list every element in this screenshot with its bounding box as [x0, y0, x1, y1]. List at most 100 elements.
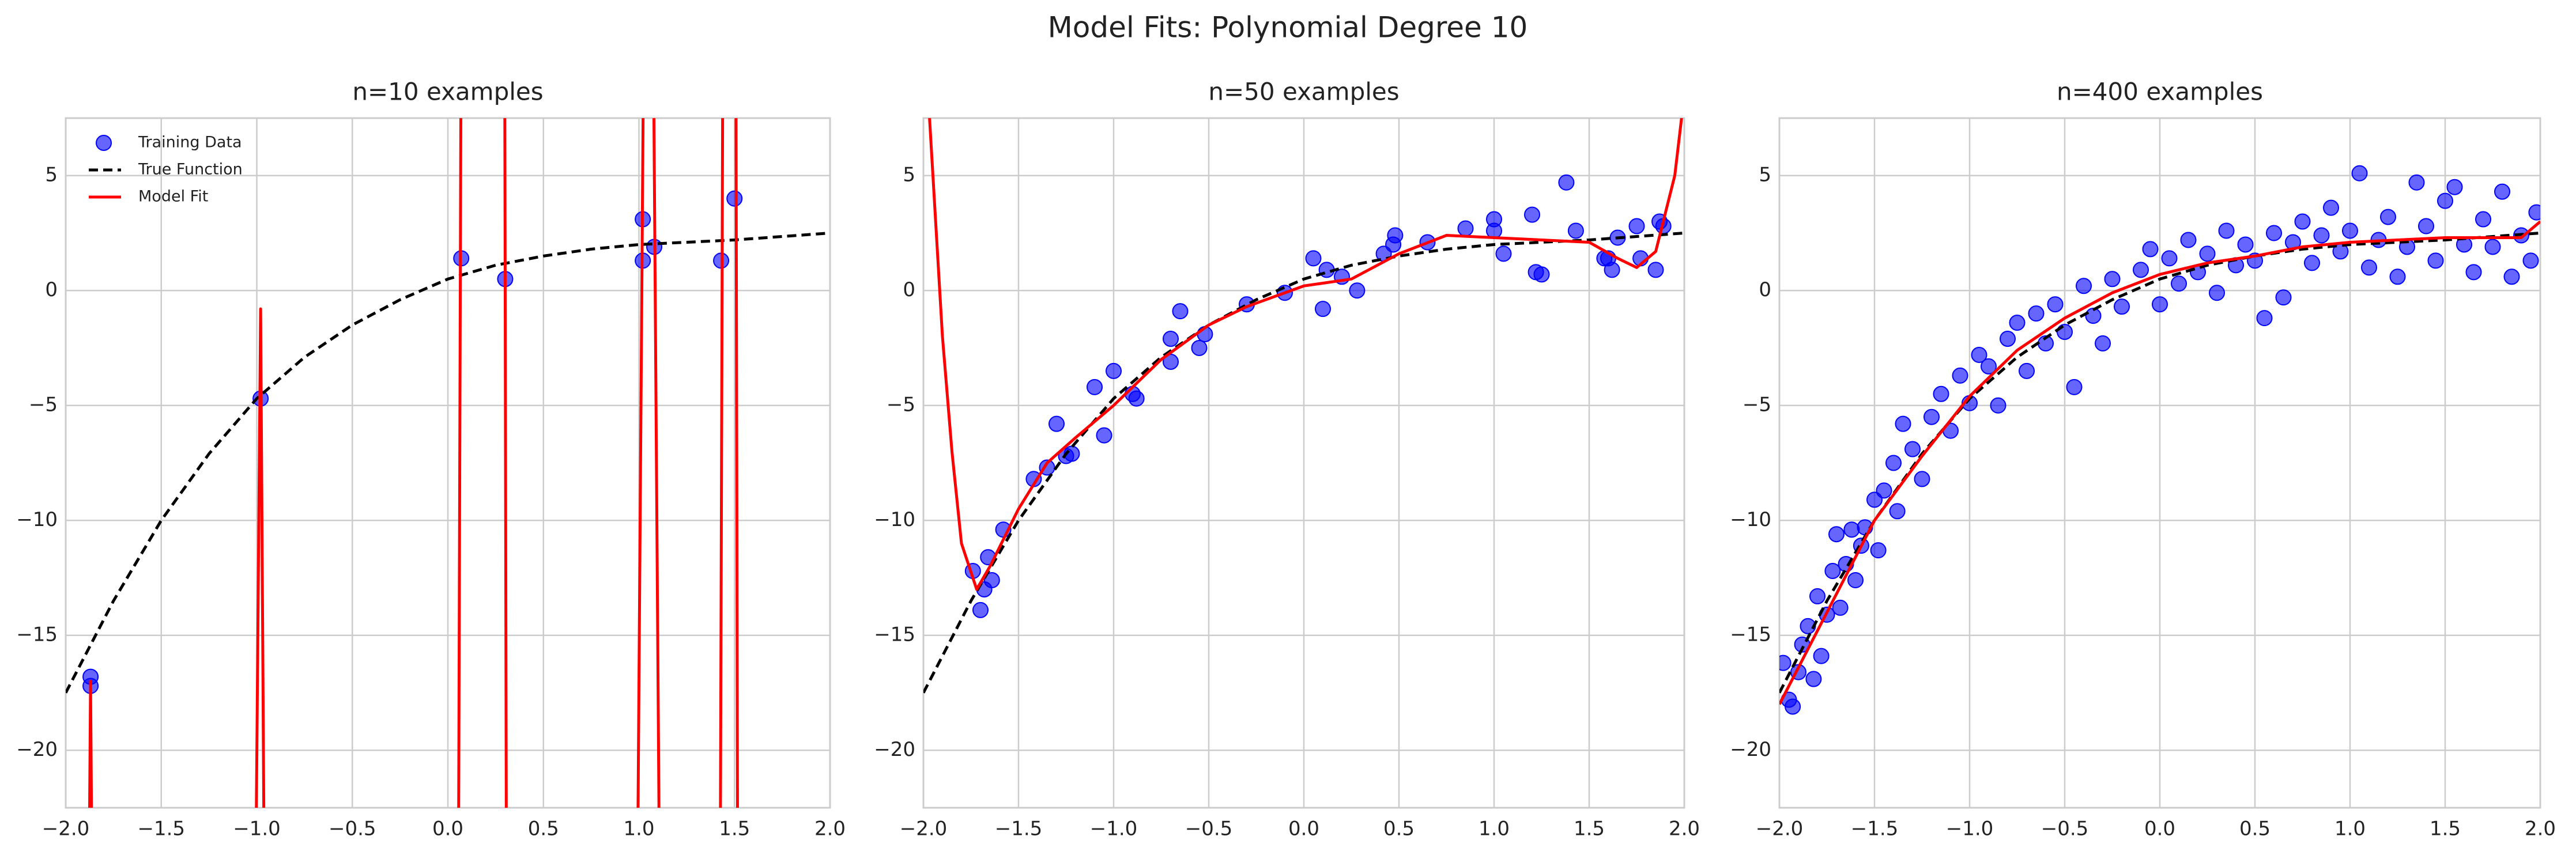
data-point: [2095, 335, 2111, 352]
data-point: [1828, 526, 1845, 543]
data-point: [2446, 179, 2463, 195]
panel-title: n=400 examples: [2057, 78, 2263, 106]
y-tick-label: −20: [1730, 738, 1771, 761]
x-tick-label: −1.5: [995, 818, 1043, 841]
data-point: [2104, 271, 2121, 287]
x-tick-label: 2.0: [2525, 818, 2556, 841]
data-point: [1847, 572, 1864, 588]
figure-title: Model Fits: Polynomial Degree 10: [1048, 11, 1528, 44]
x-tick-label: −1.0: [1090, 818, 1138, 841]
data-point: [2066, 379, 2083, 395]
axes-frame: [65, 117, 831, 809]
y-tick-label: −20: [874, 738, 915, 761]
data-point: [2076, 278, 2092, 294]
data-point: [983, 572, 1000, 588]
panel: n=10 examples −2.0 −1.5 −1.0 −0.5 0.0 0.5 1.0 1.…: [16, 78, 846, 841]
data-point: [2275, 289, 2292, 306]
plot-area: [923, 118, 1684, 694]
data-point: [2209, 285, 2225, 301]
data-point: [2199, 245, 2216, 262]
data-point: [2361, 259, 2377, 276]
x-tick-label: 0.0: [1288, 818, 1319, 841]
data-point: [2418, 218, 2434, 234]
x-tick-label: −0.5: [2041, 818, 2089, 841]
x-tick-label: 2.0: [1669, 818, 1700, 841]
x-tick-label: −0.5: [1185, 818, 1233, 841]
data-point: [2009, 315, 2026, 331]
y-tick-label: 0: [45, 278, 58, 301]
data-point: [2465, 264, 2482, 281]
data-point: [2161, 250, 2178, 267]
data-point: [2528, 204, 2540, 221]
x-tick-label: 1.5: [719, 818, 750, 841]
data-point: [1981, 358, 1997, 374]
data-point: [1387, 227, 1404, 244]
data-point: [1315, 301, 1331, 317]
data-point: [2085, 308, 2102, 324]
x-tick-label: −2.0: [900, 818, 948, 841]
x-tick-label: 0.0: [2144, 818, 2175, 841]
x-tick-label: −0.5: [329, 818, 376, 841]
model-fit-line: [928, 118, 1683, 591]
model-fit-line: [1779, 220, 2540, 705]
data-point: [1904, 441, 1921, 457]
y-tick-label: −10: [874, 508, 915, 531]
x-tick-label: 0.5: [1383, 818, 1415, 841]
data-point: [1647, 262, 1664, 278]
legend-label: Training Data: [138, 134, 242, 152]
data-point: [2114, 298, 2130, 315]
data-point: [1604, 262, 1620, 278]
data-point: [1832, 599, 1849, 616]
data-point: [1843, 521, 1860, 538]
data-point: [2408, 174, 2425, 191]
data-point: [2313, 227, 2330, 244]
data-point: [2057, 324, 2073, 341]
data-point: [2142, 241, 2159, 258]
data-point: [1191, 340, 1208, 356]
panel-title: n=10 examples: [352, 78, 543, 106]
data-point: [1495, 245, 1512, 262]
true-function-line: [66, 232, 830, 694]
x-tick-label: 1.0: [1479, 818, 1510, 841]
x-tick-label: −1.5: [137, 818, 185, 841]
x-tick-label: −2.0: [1756, 818, 1804, 841]
data-point: [1558, 174, 1575, 191]
data-point: [1172, 303, 1189, 320]
x-tick-label: 0.0: [432, 818, 463, 841]
axes-frame: [1778, 117, 2541, 809]
x-tick-label: 1.5: [1574, 818, 1605, 841]
panel: n=400 examples −2.0 −1.5 −1.0 −0.5 0.0 0.5 1.0 1…: [1730, 78, 2556, 841]
data-point: [2351, 165, 2368, 181]
x-tick-label: −1.0: [233, 818, 281, 841]
data-point: [1923, 408, 1940, 425]
x-tick-label: −1.5: [1851, 818, 1899, 841]
data-point: [1349, 282, 1366, 299]
data-point: [2427, 252, 2444, 269]
data-point: [1813, 648, 1830, 664]
model-fit-line: [88, 118, 739, 808]
data-point: [1106, 362, 1122, 379]
y-tick-label: −10: [1730, 508, 1771, 531]
data-point: [2218, 222, 2235, 239]
data-point: [2494, 183, 2510, 200]
y-tick-label: 0: [1759, 278, 1771, 301]
data-point: [1087, 379, 1103, 395]
data-point: [1895, 415, 1911, 432]
data-point: [1779, 655, 1791, 671]
data-point: [2028, 305, 2045, 322]
data-point: [1163, 331, 1179, 347]
data-point: [1824, 563, 1841, 580]
data-point: [2171, 275, 2187, 292]
data-point: [2152, 296, 2168, 313]
data-point: [2237, 236, 2254, 253]
y-tick-label: 5: [903, 163, 915, 186]
y-tick-label: −10: [16, 508, 58, 531]
data-point: [2342, 222, 2358, 239]
data-point: [1628, 218, 1645, 234]
data-point: [2304, 255, 2320, 271]
data-point: [1870, 542, 1887, 559]
data-point: [2019, 362, 2035, 379]
y-tick-label: −15: [1730, 623, 1771, 646]
x-tick-label: 2.0: [814, 818, 846, 841]
